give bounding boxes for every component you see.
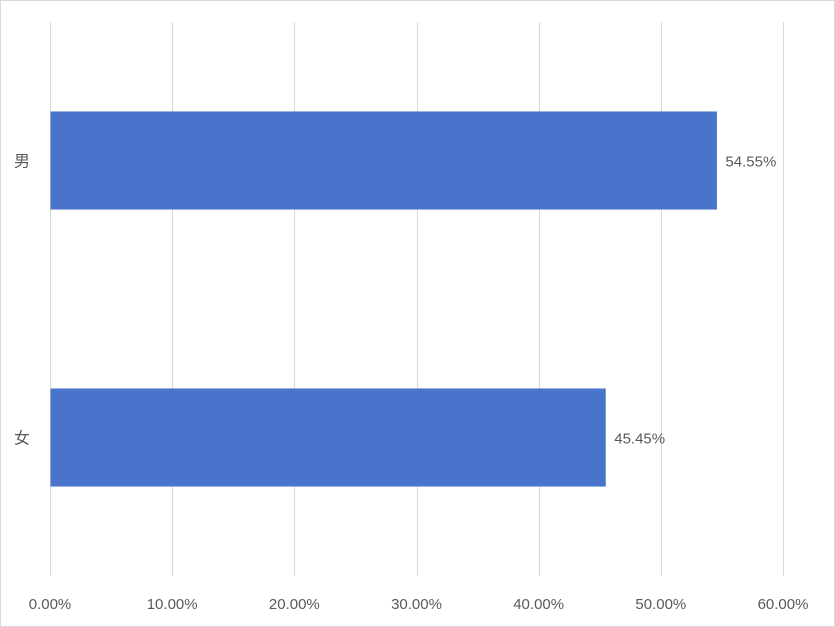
category-labels: 男女 [14, 152, 30, 448]
data-label-1: 45.45% [614, 431, 665, 448]
data-labels: 54.55% 45.45% [614, 154, 776, 448]
gridlines [50, 22, 784, 576]
x-tick-label-1: 10.00% [147, 596, 198, 613]
bars [50, 111, 717, 487]
category-label-0: 男 [14, 152, 30, 171]
x-tick-label-4: 40.00% [513, 596, 564, 613]
data-label-0: 54.55% [725, 154, 776, 171]
x-tick-label-2: 20.00% [269, 596, 320, 613]
bar-0 [50, 111, 717, 210]
x-tick-label-3: 30.00% [391, 596, 442, 613]
x-axis-tick-labels: 0.00% 10.00% 20.00% 30.00% 40.00% 50.00% 60.00… [29, 596, 809, 613]
bar-1 [50, 388, 606, 487]
x-tick-label-5: 50.00% [635, 596, 686, 613]
x-tick-label-6: 60.00% [758, 596, 809, 613]
category-label-1: 女 [14, 429, 30, 448]
x-tick-label-0: 0.00% [29, 596, 72, 613]
